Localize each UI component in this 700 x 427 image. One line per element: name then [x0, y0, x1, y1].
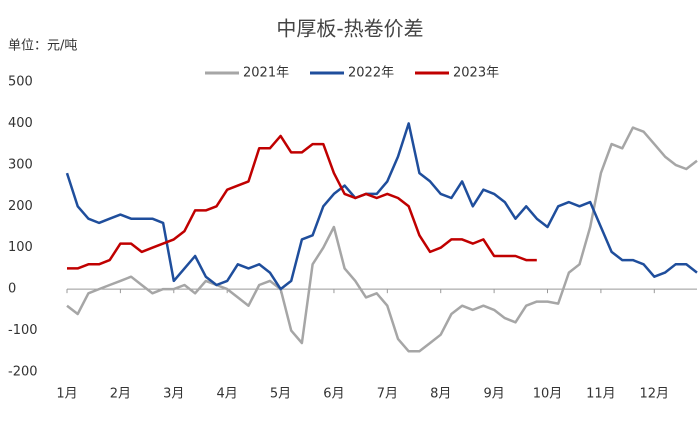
y-tick-label: 200: [8, 199, 33, 214]
y-tick-label: -200: [8, 365, 38, 380]
y-tick-label: 500: [8, 75, 33, 90]
x-tick-label: 2月: [110, 387, 131, 402]
x-tick-label: 11月: [586, 387, 616, 402]
x-tick-label: 8月: [430, 387, 451, 402]
y-tick-label: -100: [8, 323, 38, 338]
y-tick-label: 300: [8, 157, 33, 172]
x-tick-label: 5月: [270, 387, 291, 402]
y-axis-label: 单位：元/吨: [8, 39, 77, 54]
x-tick-label: 3月: [163, 387, 184, 402]
x-tick-label: 6月: [323, 387, 344, 402]
x-tick-label: 4月: [217, 387, 238, 402]
legend-label: 2022年: [348, 66, 394, 81]
series-line: [66, 126, 698, 353]
y-tick-label: 400: [8, 116, 33, 131]
x-tick-label: 10月: [533, 387, 563, 402]
y-tick-label: 100: [8, 240, 33, 255]
series-line: [67, 134, 537, 270]
x-tick-label: 7月: [377, 387, 398, 402]
series-line: [65, 122, 698, 291]
legend-label: 2021年: [243, 66, 289, 81]
x-tick-label: 1月: [56, 387, 77, 402]
y-tick-label: 0: [8, 282, 16, 297]
x-tick-label: 12月: [640, 387, 670, 402]
x-tick-label: 9月: [483, 387, 504, 402]
legend-label: 2023年: [453, 66, 499, 81]
chart-title: 中厚板-热卷价差: [276, 17, 423, 41]
